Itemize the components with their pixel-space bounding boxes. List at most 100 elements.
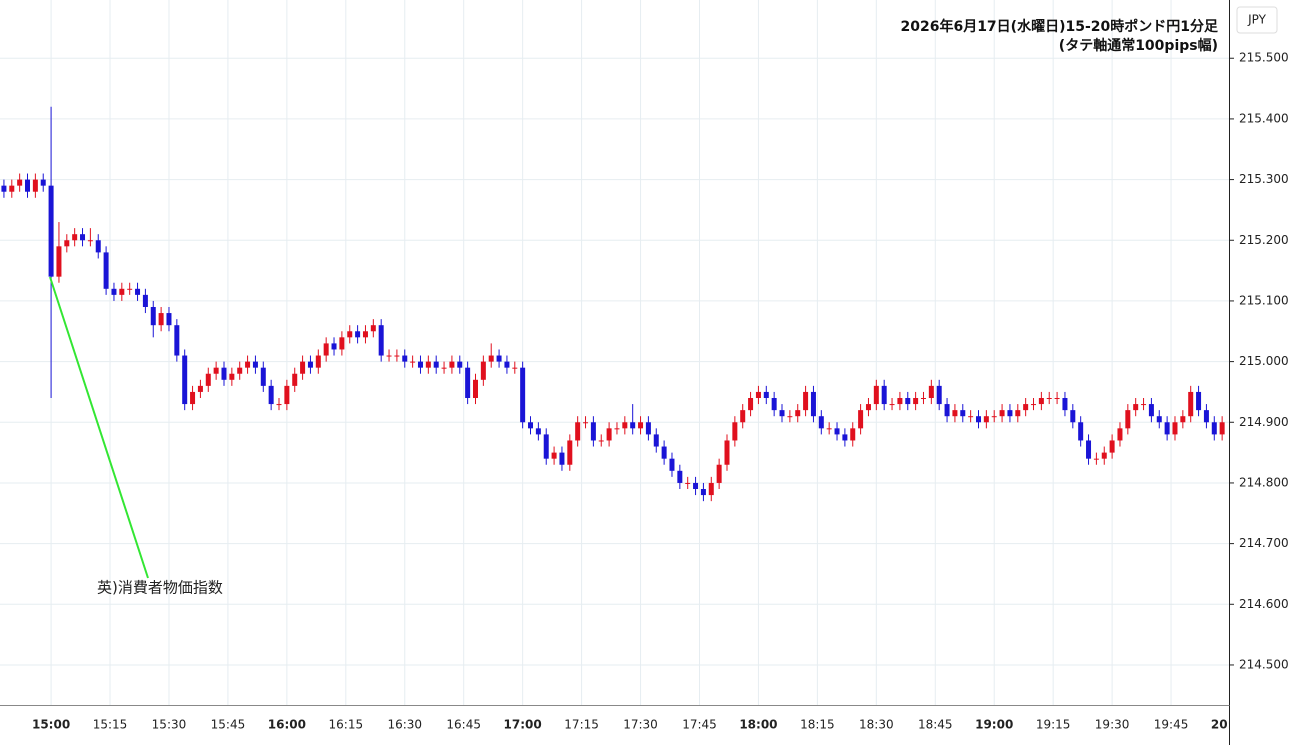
candle-body bbox=[158, 313, 164, 326]
candle-body bbox=[1141, 404, 1147, 406]
candle-body bbox=[732, 422, 738, 441]
candle-body bbox=[72, 234, 78, 241]
y-tick-label: 214.900 bbox=[1239, 415, 1289, 429]
candle-body bbox=[394, 355, 400, 357]
x-tick-label: 15:15 bbox=[93, 718, 128, 732]
candle-body bbox=[1038, 398, 1044, 405]
y-tick-label: 214.800 bbox=[1239, 475, 1289, 489]
candle-body bbox=[543, 434, 549, 459]
candle-body bbox=[347, 331, 353, 338]
x-tick-label: 18:45 bbox=[918, 718, 953, 732]
candle-body bbox=[119, 288, 125, 295]
candle-body bbox=[865, 404, 871, 411]
candle-body bbox=[551, 452, 557, 459]
candle-body bbox=[307, 361, 313, 368]
candle-body bbox=[535, 428, 541, 435]
x-tick-label: 16:45 bbox=[446, 718, 481, 732]
candle-body bbox=[748, 398, 754, 411]
candle-body bbox=[724, 440, 730, 465]
candle-body bbox=[1164, 422, 1170, 435]
candle-body bbox=[968, 416, 974, 418]
candle-body bbox=[685, 482, 691, 484]
candle-body bbox=[999, 410, 1005, 417]
candle-body bbox=[763, 391, 769, 399]
candle-body bbox=[740, 410, 746, 423]
candle-body bbox=[559, 452, 565, 465]
candle-body bbox=[795, 410, 801, 417]
y-tick-label: 215.100 bbox=[1239, 293, 1289, 307]
candle-body bbox=[496, 355, 502, 362]
y-axis-label: JPY bbox=[1247, 13, 1267, 27]
x-tick-label: 19:00 bbox=[975, 718, 1013, 732]
x-tick-label: 17:30 bbox=[623, 718, 658, 732]
candle-body bbox=[87, 240, 93, 242]
candle-body bbox=[370, 325, 376, 332]
candle-body bbox=[630, 422, 636, 429]
candle-body bbox=[56, 246, 62, 277]
candle-body bbox=[127, 288, 133, 290]
candle-body bbox=[645, 422, 651, 435]
candle-body bbox=[693, 482, 699, 490]
candle-body bbox=[653, 434, 659, 447]
candle-body bbox=[512, 367, 518, 369]
x-tick-label: 19:15 bbox=[1036, 718, 1071, 732]
x-tick-label: 16:00 bbox=[268, 718, 306, 732]
candle-body bbox=[826, 428, 832, 430]
candle-body bbox=[1196, 391, 1202, 411]
candle-body bbox=[1086, 440, 1092, 459]
candle-body bbox=[638, 422, 644, 429]
candle-body bbox=[1203, 410, 1209, 423]
candle-body bbox=[472, 379, 478, 399]
candle-body bbox=[174, 325, 180, 356]
candle-body bbox=[17, 179, 23, 186]
annotation-leader bbox=[49, 276, 149, 579]
candle-body bbox=[504, 361, 510, 368]
x-tick-label: 18:15 bbox=[800, 718, 835, 732]
candle-body bbox=[960, 410, 966, 417]
y-tick-label: 215.300 bbox=[1239, 172, 1289, 186]
candle-body bbox=[323, 343, 329, 356]
candle-body bbox=[897, 398, 903, 405]
candle-body bbox=[292, 373, 298, 386]
candle-body bbox=[755, 391, 761, 399]
candle-body bbox=[716, 464, 722, 483]
candle-body bbox=[1172, 422, 1178, 435]
candle-body bbox=[339, 337, 345, 350]
y-tick-label: 214.600 bbox=[1239, 597, 1289, 611]
candle-body bbox=[590, 422, 596, 441]
candle-body bbox=[449, 361, 455, 368]
x-tick-label: 17:00 bbox=[504, 718, 542, 732]
candle-body bbox=[25, 179, 31, 192]
candle-body bbox=[1125, 410, 1131, 429]
candle-body bbox=[1148, 404, 1154, 417]
candle-body bbox=[803, 391, 809, 411]
candle-body bbox=[858, 410, 864, 429]
candle-body bbox=[213, 367, 219, 374]
chart-subtitle: (タテ軸通常100pips幅) bbox=[1059, 37, 1218, 54]
candle-body bbox=[1188, 391, 1194, 417]
x-tick-label: 18:00 bbox=[739, 718, 777, 732]
candle-body bbox=[331, 343, 337, 350]
candle-body bbox=[606, 428, 612, 441]
candle-body bbox=[944, 404, 950, 417]
candle-body bbox=[1078, 422, 1084, 441]
candle-body bbox=[488, 355, 494, 362]
x-tick-label: 15:00 bbox=[32, 718, 70, 732]
candle-body bbox=[1070, 410, 1076, 423]
candle-body bbox=[583, 422, 589, 424]
candle-body bbox=[834, 428, 840, 435]
candle-body bbox=[1093, 458, 1099, 460]
candle-body bbox=[1015, 410, 1021, 417]
candle-body bbox=[1156, 416, 1162, 423]
candle-body bbox=[135, 288, 141, 295]
candle-body bbox=[32, 179, 38, 192]
candle-body bbox=[410, 361, 416, 363]
candle-body bbox=[920, 398, 926, 400]
candle-body bbox=[95, 240, 101, 253]
chart-title: 2026年6月17日(水曜日)15-20時ポンド円1分足 bbox=[900, 18, 1219, 35]
candle-body bbox=[818, 416, 824, 429]
candle-body bbox=[150, 306, 156, 326]
candle-body bbox=[598, 440, 604, 442]
